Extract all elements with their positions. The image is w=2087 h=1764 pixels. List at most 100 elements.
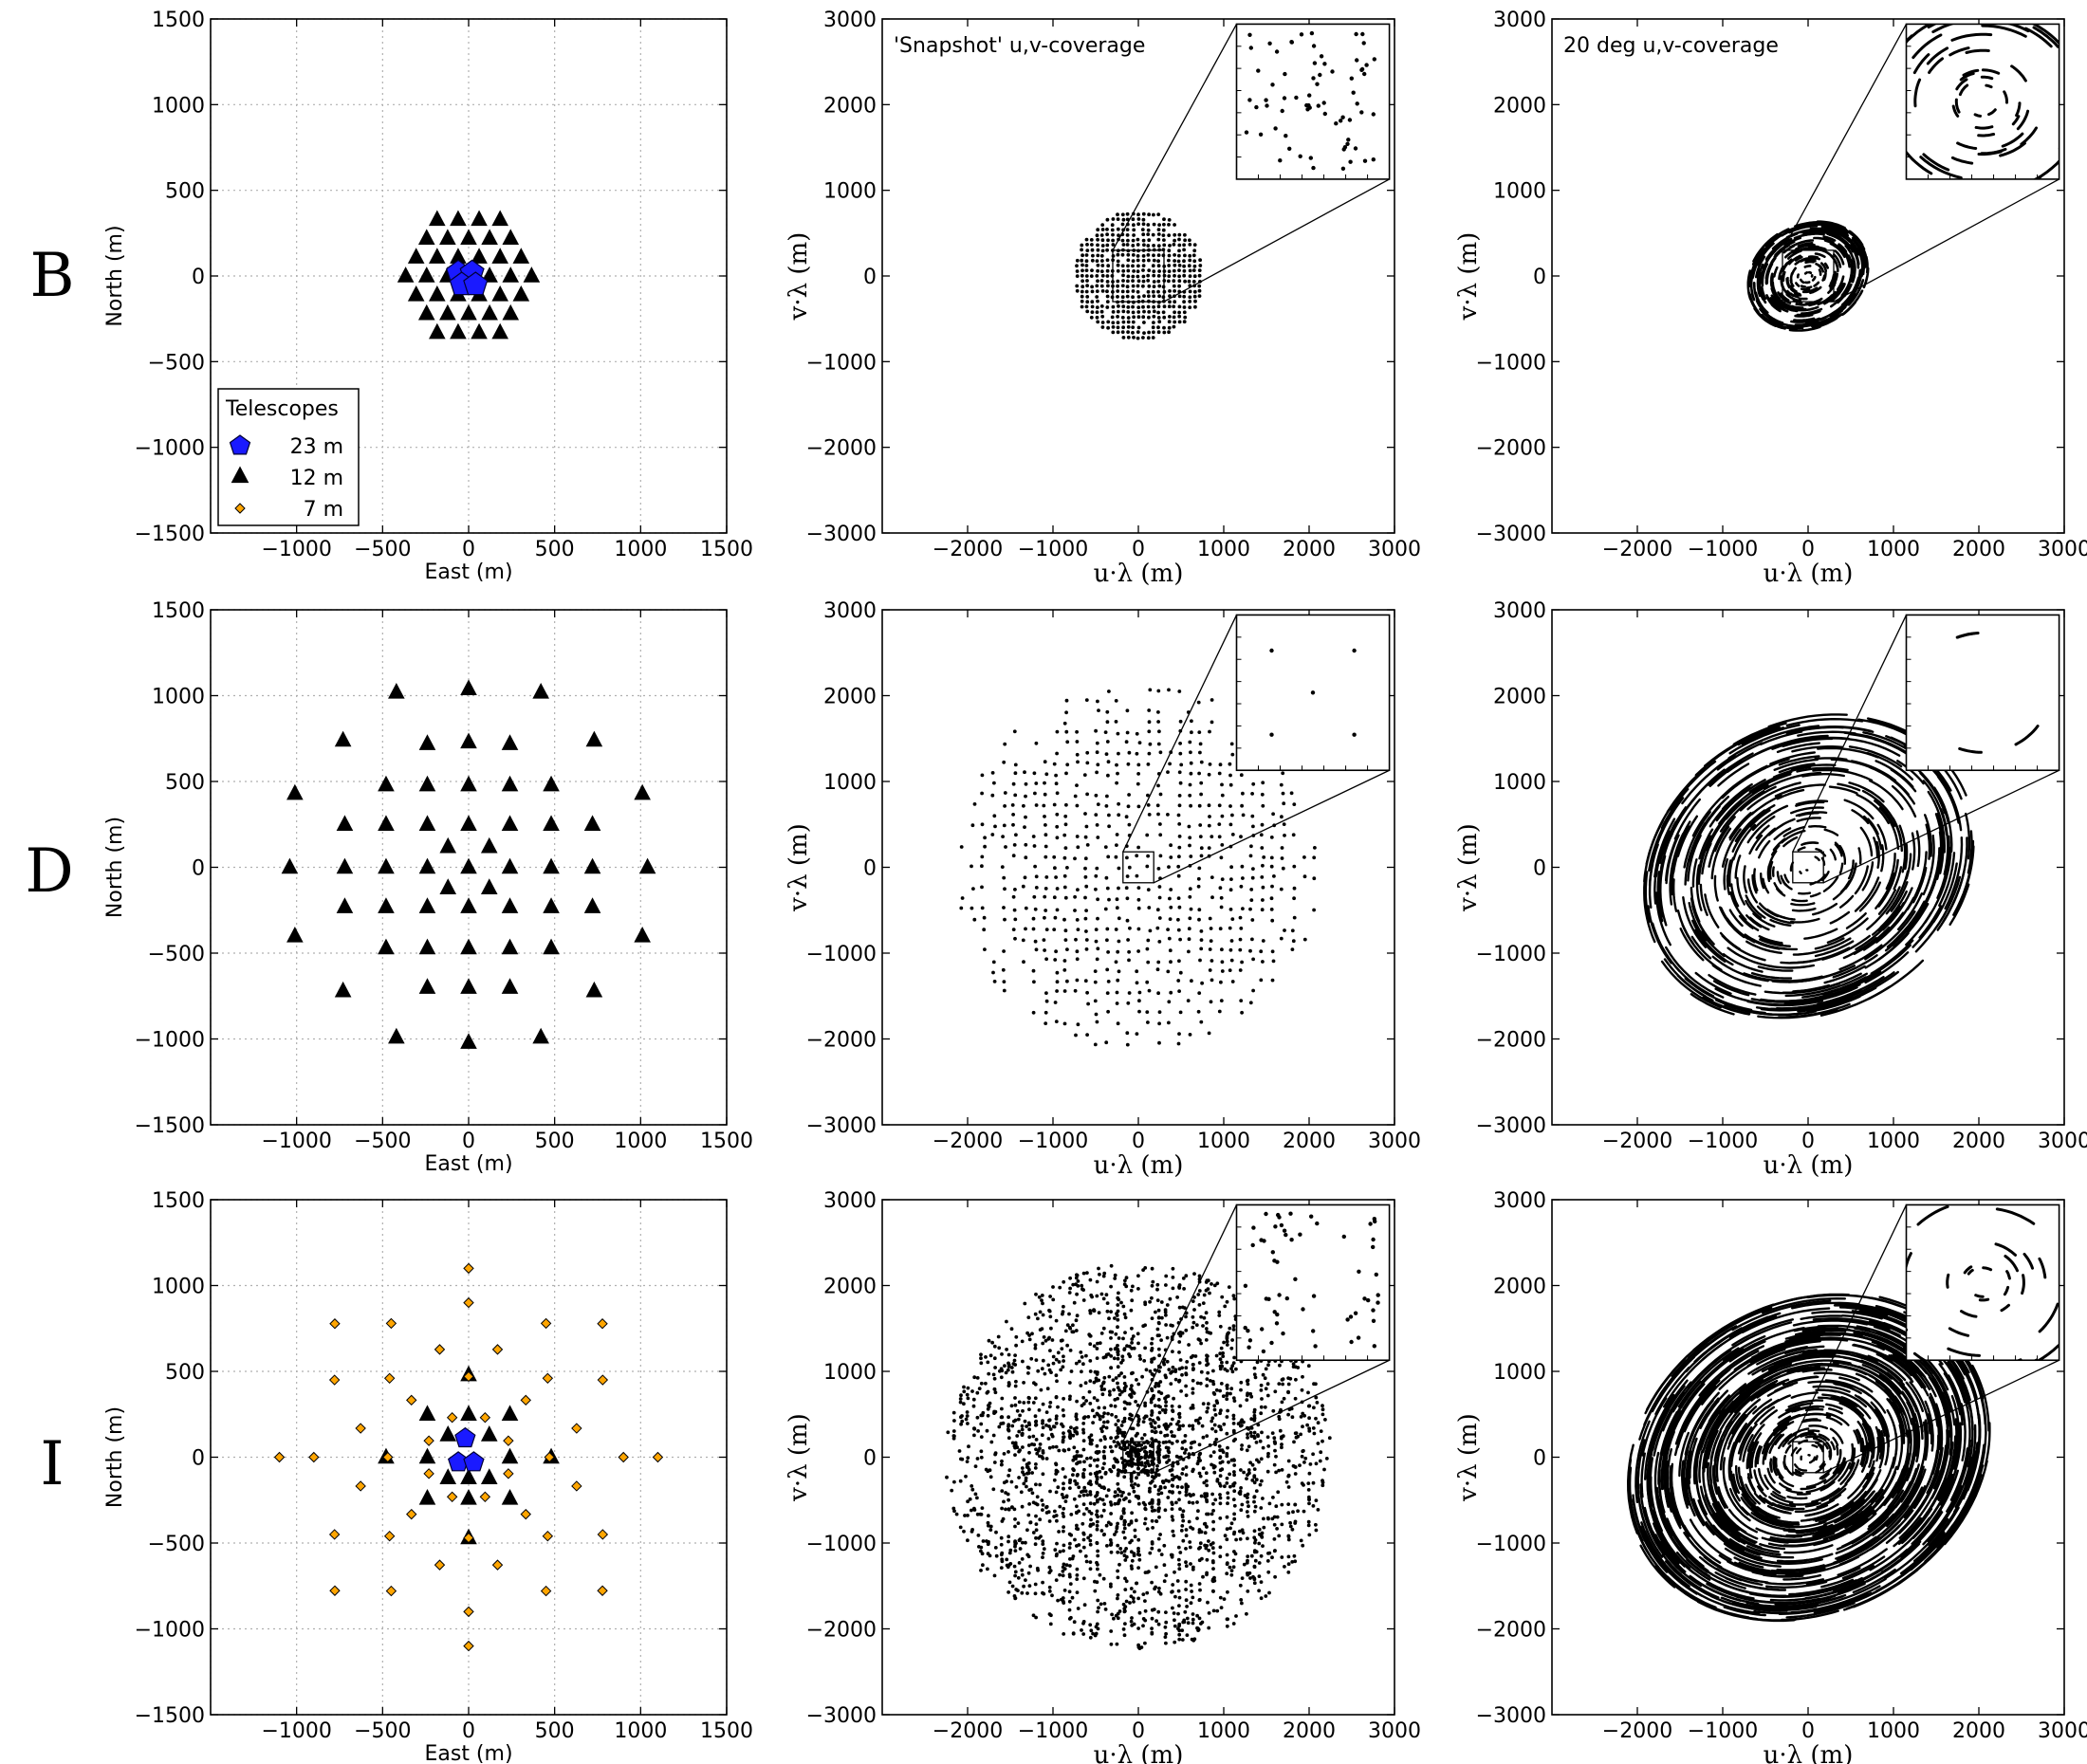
uv-point — [1255, 1360, 1260, 1365]
uv-point — [1269, 896, 1274, 901]
uv-point — [1042, 1547, 1046, 1552]
uv-point — [1047, 1405, 1052, 1409]
uv-point — [1090, 1295, 1094, 1299]
uv-point — [1054, 1444, 1059, 1449]
uv-point — [1067, 1312, 1071, 1316]
uv-point — [1147, 212, 1151, 217]
uv-point — [1024, 1479, 1028, 1483]
uv-point — [1096, 699, 1099, 704]
uv-point — [1156, 264, 1161, 268]
uv-point — [1102, 1456, 1107, 1461]
uv-point — [1149, 1480, 1153, 1485]
uv-track — [1854, 876, 1880, 912]
uv-point — [1223, 1304, 1228, 1309]
zoom-region — [1112, 249, 1165, 303]
uv-point — [1219, 1606, 1224, 1609]
uv-point — [1192, 1295, 1196, 1299]
uv-point — [1182, 310, 1187, 315]
uv-point — [1157, 1369, 1161, 1373]
inset-track — [1931, 24, 1956, 34]
uv-point — [1208, 815, 1211, 818]
uv-point — [1033, 939, 1038, 944]
uv-track — [1938, 852, 1956, 907]
uv-point — [1026, 1443, 1031, 1447]
uv-point — [1002, 875, 1007, 880]
uv-track — [1746, 781, 1801, 811]
uv-point — [1041, 1542, 1045, 1546]
uv-point — [1183, 1451, 1187, 1455]
uv-point — [1156, 253, 1161, 257]
uv-point — [1044, 854, 1048, 859]
uv-point — [1075, 1449, 1080, 1454]
dish-12m — [480, 1425, 498, 1442]
uv-point — [1220, 969, 1225, 973]
uv-point — [1080, 273, 1084, 278]
uv-track — [1684, 977, 1753, 1012]
uv-point — [1047, 1519, 1052, 1523]
uv-point — [1125, 1031, 1130, 1036]
uv-point — [1013, 1524, 1017, 1529]
uv-point — [1137, 1610, 1142, 1615]
uv-point — [1117, 1562, 1121, 1567]
inset-track — [1973, 113, 1982, 118]
uv-point — [1023, 770, 1026, 775]
uv-point — [1091, 1309, 1096, 1313]
uv-point — [1068, 1564, 1072, 1568]
uv-point — [1131, 259, 1136, 263]
uv-point — [1064, 1494, 1069, 1498]
uv-point — [1012, 729, 1017, 734]
uv-point — [1170, 1473, 1174, 1478]
inset-track — [2015, 101, 2022, 118]
uv-point — [1154, 1565, 1158, 1570]
uv-point — [1127, 949, 1131, 954]
uv-point — [1248, 1001, 1253, 1005]
uv-point — [983, 947, 987, 951]
uv-point — [1090, 1408, 1095, 1413]
uv-point — [1168, 300, 1172, 304]
uv-point — [1204, 1288, 1209, 1293]
uv-point — [1177, 959, 1181, 964]
uv-point — [1043, 815, 1046, 818]
uv-point — [1096, 1341, 1099, 1346]
uv-point — [1107, 689, 1111, 693]
uv-point — [1156, 867, 1161, 871]
uv-point — [1092, 1396, 1097, 1400]
uv-point — [1121, 336, 1126, 340]
uv-point — [1177, 989, 1181, 993]
uv-point — [1136, 269, 1140, 273]
uv-point — [1171, 1408, 1174, 1413]
x-tick-label: −2000 — [1602, 538, 1672, 561]
uv-point — [1062, 1354, 1065, 1359]
uv-point — [1122, 1522, 1127, 1527]
uv-point — [1212, 1404, 1217, 1408]
uv-point — [1092, 1414, 1097, 1419]
uv-point — [1120, 1354, 1125, 1359]
uv-point — [1211, 1509, 1215, 1513]
uv-track — [1818, 268, 1822, 276]
inset-point — [1244, 130, 1249, 135]
uv-point — [1103, 730, 1108, 734]
uv-point — [1029, 1487, 1033, 1492]
uv-point — [1199, 1020, 1204, 1024]
uv-point — [1109, 1629, 1114, 1633]
uv-track — [1795, 799, 1829, 806]
inset-point — [1247, 98, 1252, 102]
uv-point — [1106, 1352, 1111, 1356]
uv-point — [1054, 1318, 1059, 1323]
uv-point — [1062, 1589, 1067, 1592]
uv-point — [1170, 1589, 1173, 1594]
uv-point — [1171, 1529, 1175, 1534]
uv-point — [1210, 1426, 1214, 1431]
uv-point — [1153, 1368, 1157, 1372]
uv-track — [1898, 824, 1907, 873]
uv-point — [1231, 1428, 1236, 1433]
dish-7m — [479, 1411, 491, 1424]
uv-track — [1849, 239, 1859, 253]
uv-track — [1770, 844, 1781, 856]
uv-point — [1114, 960, 1118, 965]
uv-point — [1155, 908, 1160, 912]
uv-point — [1080, 243, 1084, 248]
uv-point — [965, 1460, 970, 1463]
uv-point — [1095, 259, 1099, 263]
uv-point — [1131, 295, 1135, 300]
